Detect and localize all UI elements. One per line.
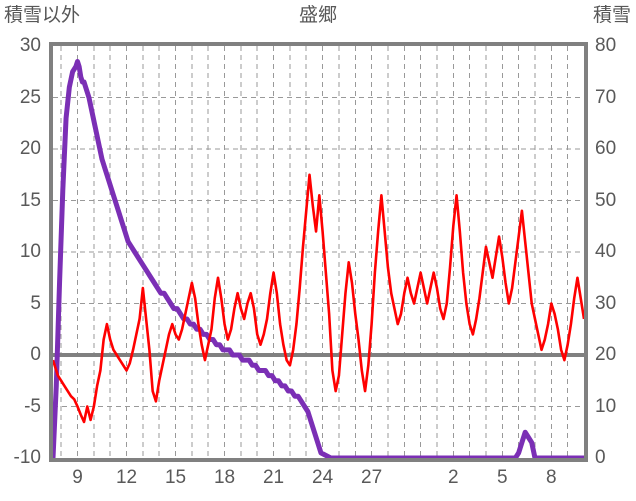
y-right-tick-label: 10 — [595, 395, 617, 417]
y-right-tick-label: 20 — [595, 344, 617, 365]
y-right-tick-label: 60 — [595, 138, 617, 159]
y-left-tick-label: 15 — [19, 189, 41, 211]
x-tick-label: 27 — [361, 467, 383, 488]
y-left-tick-label: 30 — [19, 35, 41, 56]
plot-area — [49, 42, 588, 462]
chart-title: 盛郷 — [298, 5, 337, 26]
x-tick-label: 24 — [312, 467, 334, 488]
x-tick-label: 18 — [213, 467, 236, 488]
x-tick-label: 5 — [497, 467, 508, 488]
y-left-tick-label: 10 — [19, 241, 41, 262]
data-series — [53, 58, 584, 458]
y-right-tick-label: 30 — [595, 292, 617, 314]
plot-canvas — [53, 46, 584, 458]
y-left-tick-label: 25 — [19, 86, 41, 108]
y-right-tick-label: 0 — [595, 447, 606, 468]
left-axis-caption: 積雪以外 — [4, 5, 81, 26]
y-right-tick-label: 80 — [595, 35, 617, 56]
gridlines — [53, 46, 584, 458]
y-right-tick-label: 70 — [595, 86, 617, 108]
x-tick-label: 2 — [447, 467, 459, 488]
y-right-tick-label: 50 — [595, 189, 617, 211]
y-left-tick-label: -5 — [24, 395, 41, 417]
y-left-tick-label: 20 — [19, 138, 41, 159]
x-tick-label: 15 — [164, 467, 187, 488]
y-right-tick-label: 40 — [595, 241, 617, 262]
chart-svg — [53, 46, 584, 458]
x-tick-label: 9 — [72, 467, 83, 488]
x-tick-label: 8 — [546, 467, 557, 488]
y-left-tick-label: 5 — [30, 292, 41, 314]
y-left-tick-label: -10 — [13, 447, 41, 468]
x-tick-label: 12 — [115, 467, 138, 488]
y-left-tick-label: 0 — [30, 344, 41, 365]
right-axis-caption: 積雪 — [592, 5, 631, 26]
x-tick-label: 21 — [262, 467, 285, 488]
